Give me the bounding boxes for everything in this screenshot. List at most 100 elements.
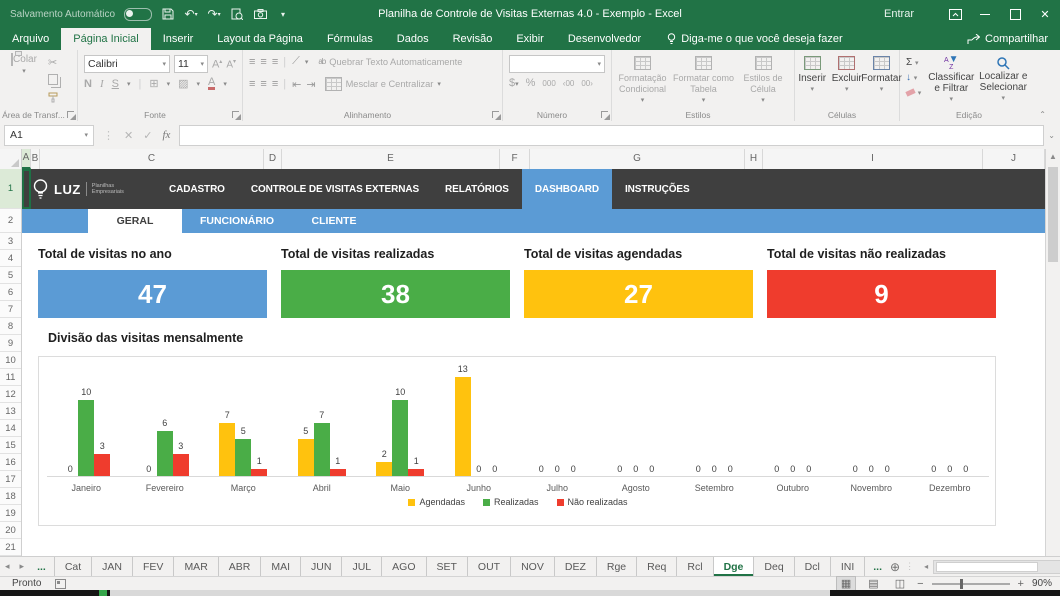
redo-icon[interactable]: ↷▾ (207, 7, 221, 21)
row-header-16[interactable]: 16 (0, 454, 21, 471)
collapse-ribbon-icon[interactable]: ⌃ (1039, 110, 1046, 119)
confirm-entry-icon[interactable]: ✓ (143, 129, 152, 142)
page-layout-view-icon[interactable]: ▤ (864, 577, 882, 590)
align-top-icon[interactable]: ≡ (249, 56, 254, 68)
row-header-12[interactable]: 12 (0, 386, 21, 403)
name-box[interactable]: A1▾ (4, 125, 94, 146)
font-size-combo[interactable]: 11▾ (174, 55, 208, 73)
sheet-tab-ini[interactable]: INI (831, 557, 865, 576)
italic-button[interactable]: I (100, 78, 104, 90)
expand-formula-bar-icon[interactable]: ⌄ (1048, 131, 1055, 140)
hidden-sheets-left[interactable]: ... (29, 557, 54, 576)
column-header-i[interactable]: I (763, 149, 983, 169)
minimize-button[interactable] (970, 0, 1000, 28)
font-color-icon[interactable]: A (208, 78, 215, 90)
ribbon-display-options-icon[interactable] (940, 0, 970, 28)
row-header-17[interactable]: 17 (0, 471, 21, 488)
shrink-font-icon[interactable]: A▾ (226, 58, 236, 70)
fill-caret[interactable]: ▾ (196, 80, 200, 88)
horizontal-scrollbar[interactable]: ◂ ▸ (919, 557, 1060, 576)
cut-icon[interactable]: ✂ (48, 56, 59, 69)
column-header-h[interactable]: H (745, 149, 763, 169)
cancel-entry-icon[interactable]: ✕ (124, 129, 133, 142)
sheet-tab-cat[interactable]: Cat (55, 557, 92, 576)
row-header-15[interactable]: 15 (0, 437, 21, 454)
menu-tab-desenvolvedor[interactable]: Desenvolvedor (556, 28, 653, 50)
row-header-1[interactable]: 1 (0, 169, 21, 209)
align-left-icon[interactable]: ≡ (249, 78, 254, 90)
merge-center-button[interactable]: Mesclar e Centralizar▾ (325, 77, 441, 91)
zoom-slider-thumb[interactable] (960, 579, 963, 589)
delete-cells-button[interactable]: Excluir▾ (830, 50, 865, 108)
zoom-level[interactable]: 90% (1032, 578, 1052, 589)
sheet-tab-dez[interactable]: DEZ (555, 557, 597, 576)
number-dialog-launcher[interactable] (601, 111, 608, 118)
clipboard-dialog-launcher[interactable] (67, 111, 74, 118)
menu-tab-inserir[interactable]: Inserir (151, 28, 206, 50)
undo-icon[interactable]: ↶▾ (184, 7, 198, 21)
vertical-scroll-thumb[interactable] (1048, 167, 1058, 262)
menu-tab-pagina-inicial[interactable]: Página Inicial (61, 28, 150, 50)
sheet-tab-req[interactable]: Req (637, 557, 677, 576)
scroll-up-icon[interactable]: ▲ (1046, 149, 1060, 164)
cell-styles-button[interactable]: Estilos de Célula▾ (734, 50, 792, 108)
row-header-5[interactable]: 5 (0, 267, 21, 284)
accounting-format-icon[interactable]: $▾ (509, 77, 519, 89)
column-header-e[interactable]: E (282, 149, 500, 169)
percent-style-icon[interactable]: % (526, 77, 536, 89)
formula-input[interactable] (179, 125, 1044, 146)
alignment-dialog-launcher[interactable] (492, 111, 499, 118)
sheet-tab-abr[interactable]: ABR (219, 557, 262, 576)
save-icon[interactable] (161, 7, 175, 21)
orientation-caret[interactable]: ▾ (305, 58, 309, 66)
bold-button[interactable]: N (84, 78, 92, 90)
insert-function-icon[interactable]: fx (162, 129, 170, 141)
paste-button[interactable]: Colar▾ (7, 54, 41, 106)
clear-icon[interactable]: ▾ (906, 87, 921, 98)
autosum-icon[interactable]: Σ ▾ (906, 57, 921, 68)
row-header-6[interactable]: 6 (0, 284, 21, 301)
zoom-in-button[interactable]: + (1018, 578, 1024, 590)
row-header-2[interactable]: 2 (0, 209, 21, 233)
sheet-tab-deq[interactable]: Deq (754, 557, 794, 576)
camera-icon[interactable] (253, 7, 267, 21)
menu-tab-dados[interactable]: Dados (385, 28, 441, 50)
tell-me-box[interactable]: Diga-me o que você deseja fazer (667, 28, 842, 50)
column-header-c[interactable]: C (40, 149, 264, 169)
sheet-tab-jul[interactable]: JUL (342, 557, 382, 576)
orientation-icon[interactable]: ⟋ (292, 55, 299, 68)
sheet-tab-jan[interactable]: JAN (92, 557, 133, 576)
format-cells-button[interactable]: Formatar▾ (864, 50, 899, 108)
subtab-geral[interactable]: GERAL (88, 209, 182, 233)
find-select-button[interactable]: Localizar e Selecionar▾ (977, 50, 1029, 108)
menu-tab-exibir[interactable]: Exibir (504, 28, 556, 50)
sheet-tab-mai[interactable]: MAI (261, 557, 301, 576)
font-dialog-launcher[interactable] (232, 111, 239, 118)
column-header-a[interactable]: A (22, 149, 31, 169)
row-header-9[interactable]: 9 (0, 335, 21, 352)
row-header-11[interactable]: 11 (0, 369, 21, 386)
vertical-scrollbar[interactable]: ▲ (1045, 149, 1060, 556)
zoom-slider[interactable] (932, 583, 1010, 585)
align-center-icon[interactable]: ≡ (260, 78, 265, 90)
row-header-3[interactable]: 3 (0, 233, 21, 250)
borders-caret[interactable]: ▾ (167, 80, 171, 88)
macro-record-icon[interactable] (55, 579, 66, 589)
autosave-toggle[interactable] (124, 8, 152, 21)
increase-decimal-icon[interactable]: ‹00 (563, 79, 575, 88)
sheet-tab-dcl[interactable]: Dcl (795, 557, 831, 576)
horizontal-scroll-track[interactable] (933, 560, 1060, 574)
menu-tab-layout-da-pagina[interactable]: Layout da Página (205, 28, 315, 50)
align-bottom-icon[interactable]: ≡ (272, 56, 277, 68)
row-header-7[interactable]: 7 (0, 301, 21, 318)
sheet-tab-ago[interactable]: AGO (382, 557, 426, 576)
copy-icon[interactable] (48, 74, 59, 87)
format-painter-icon[interactable] (48, 92, 59, 103)
menu-tab-arquivo[interactable]: Arquivo (0, 28, 61, 50)
row-header-14[interactable]: 14 (0, 420, 21, 437)
fill-down-icon[interactable]: ↓ ▾ (906, 72, 921, 83)
align-middle-icon[interactable]: ≡ (260, 56, 265, 68)
sheet-tab-rcl[interactable]: Rcl (677, 557, 713, 576)
sheet-tab-jun[interactable]: JUN (301, 557, 342, 576)
underline-menu-caret[interactable]: ▾ (127, 80, 131, 88)
